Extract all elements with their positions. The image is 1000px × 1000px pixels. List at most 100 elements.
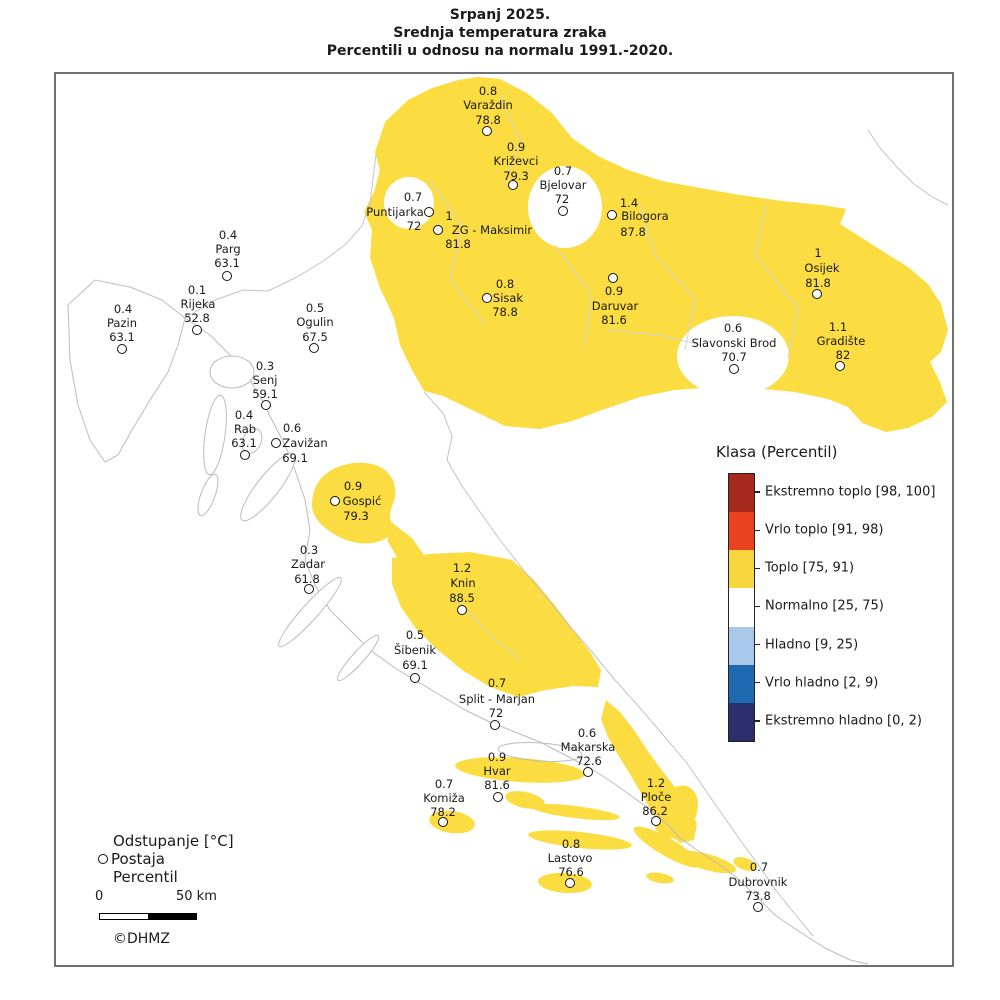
station-marker-icon bbox=[309, 343, 319, 353]
legend-colorbar bbox=[728, 473, 755, 742]
station-percentile-value: 63.1 bbox=[231, 436, 257, 450]
station-percentile-value: 72 bbox=[406, 219, 422, 233]
station-name: Ogulin bbox=[296, 315, 334, 329]
station-name: Bjelovar bbox=[539, 178, 587, 192]
island-brac bbox=[497, 742, 583, 762]
station-deviation-value: 0.7 bbox=[403, 190, 423, 204]
station-name: Gradište bbox=[816, 334, 866, 348]
station-name: Puntijarka bbox=[366, 205, 424, 219]
warm-island-vis bbox=[429, 810, 475, 834]
normal-hole-puntijarka bbox=[384, 177, 434, 229]
station-name: Osijek bbox=[804, 261, 840, 275]
station-marker-icon bbox=[558, 206, 568, 216]
legend-class-label: Vrlo hladno [2, 9) bbox=[765, 675, 879, 691]
station-percentile-value: 81.6 bbox=[601, 313, 627, 327]
station-marker-icon bbox=[651, 816, 661, 826]
station-percentile-value: 76.6 bbox=[558, 865, 584, 879]
station-name: Slavonski Brod bbox=[691, 336, 777, 350]
station-percentile-value: 59.1 bbox=[252, 387, 278, 401]
station-percentile-value: 79.3 bbox=[503, 168, 529, 183]
station-marker-icon bbox=[482, 293, 492, 303]
station-percentile-value: 86.2 bbox=[642, 804, 668, 818]
station-name: Senj bbox=[252, 373, 278, 387]
station-percentile-value: 87.8 bbox=[620, 225, 646, 239]
station-name: Gospić bbox=[342, 494, 382, 508]
station-marker-icon bbox=[508, 180, 518, 190]
title-line-2: Srednja temperatura zraka bbox=[393, 25, 607, 41]
station-percentile-value: 67.5 bbox=[302, 330, 328, 344]
key-station-label: Postaja bbox=[111, 850, 165, 868]
station-marker-icon bbox=[835, 361, 845, 371]
station-marker-icon bbox=[607, 210, 617, 220]
station-percentile-value: 73.8 bbox=[745, 889, 771, 903]
station-name: Sisak bbox=[492, 291, 524, 305]
key-percentile-label: Percentil bbox=[113, 868, 178, 886]
legend-tick bbox=[754, 605, 760, 608]
warm-island-korcula bbox=[528, 830, 632, 850]
station-deviation-value: 0.8 bbox=[495, 277, 515, 291]
station-marker-icon bbox=[753, 902, 763, 912]
station-percentile-value: 61.8 bbox=[294, 572, 320, 586]
station-name: Pazin bbox=[107, 316, 137, 330]
station-deviation-value: 0.5 bbox=[405, 628, 425, 642]
station-deviation-value: 0.4 bbox=[113, 302, 133, 316]
island-losinj bbox=[197, 473, 219, 517]
adriatic-coastline bbox=[184, 317, 869, 965]
station-name: Makarska bbox=[560, 740, 616, 754]
warm-region-continental bbox=[364, 77, 948, 432]
station-name: Križevci bbox=[493, 154, 539, 168]
station-deviation-value: 0.1 bbox=[187, 283, 207, 297]
station-name: Bilogora bbox=[621, 209, 669, 223]
warm-island-brac-strip bbox=[530, 803, 620, 821]
station-percentile-value: 69.1 bbox=[282, 451, 308, 465]
station-marker-icon bbox=[117, 344, 127, 354]
station-marker-icon bbox=[457, 605, 467, 615]
station-deviation-value: 1.1 bbox=[828, 320, 848, 334]
station-marker-icon bbox=[482, 126, 492, 136]
station-marker-icon bbox=[410, 673, 420, 683]
legend-swatch-4 bbox=[729, 626, 754, 665]
station-marker-icon bbox=[438, 817, 448, 827]
legend-class-label: Toplo [75, 91) bbox=[765, 560, 855, 576]
station-deviation-value: 0.3 bbox=[255, 359, 275, 373]
station-percentile-value: 69.1 bbox=[402, 658, 428, 672]
station-name: Šibenik bbox=[393, 643, 437, 657]
legend-swatch-1 bbox=[729, 512, 754, 551]
island-dugi-otok bbox=[278, 576, 342, 648]
station-percentile-value: 72 bbox=[554, 192, 570, 206]
legend-class-label: Normalno [25, 75) bbox=[765, 598, 884, 614]
station-name: Knin bbox=[450, 576, 476, 590]
legend-swatch-2 bbox=[729, 550, 754, 589]
station-marker-icon bbox=[493, 792, 503, 802]
station-name: Split - Marjan bbox=[458, 692, 536, 706]
station-deviation-value: 0.8 bbox=[561, 837, 581, 851]
station-percentile-value: 72 bbox=[488, 706, 504, 720]
island-krk bbox=[209, 355, 255, 389]
station-name: Varaždin bbox=[463, 98, 513, 112]
station-name: Daruvar bbox=[591, 299, 639, 313]
title-line-1: Srpanj 2025. bbox=[449, 7, 551, 23]
station-percentile-value: 63.1 bbox=[109, 330, 135, 344]
station-name: Komiža bbox=[423, 791, 465, 805]
station-deviation-value: 0.7 bbox=[553, 163, 573, 178]
station-marker-icon bbox=[261, 400, 271, 410]
warm-region-gospic bbox=[312, 462, 396, 544]
island-kornati bbox=[336, 634, 380, 682]
island-pag bbox=[240, 452, 296, 522]
station-percentile-value: 63.1 bbox=[214, 256, 240, 270]
warm-region-ploce-blob bbox=[653, 785, 699, 839]
legend-tick bbox=[754, 682, 760, 684]
normal-hole-slavonski-brod bbox=[677, 316, 789, 396]
station-deviation-value: 0.9 bbox=[604, 284, 624, 298]
station-percentile-value: 81.8 bbox=[805, 276, 831, 290]
station-marker-icon bbox=[98, 854, 108, 864]
station-percentile-value: 81.8 bbox=[445, 237, 471, 251]
danube-border bbox=[867, 129, 949, 206]
bosnia-border bbox=[423, 391, 814, 937]
station-marker-icon bbox=[192, 325, 202, 335]
legend-tick bbox=[754, 529, 760, 531]
station-deviation-value: 0.6 bbox=[577, 726, 597, 740]
station-deviation-value: 1 bbox=[814, 246, 822, 260]
